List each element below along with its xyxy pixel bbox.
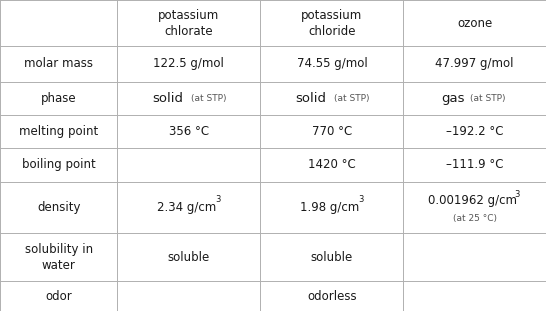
Text: soluble: soluble	[311, 251, 353, 263]
Text: potassium
chlorate: potassium chlorate	[158, 8, 219, 38]
Text: odorless: odorless	[307, 290, 357, 303]
Text: 356 °C: 356 °C	[169, 125, 209, 138]
Text: odor: odor	[45, 290, 72, 303]
Text: 3: 3	[359, 195, 364, 204]
Text: solubility in
water: solubility in water	[25, 243, 93, 272]
Text: soluble: soluble	[168, 251, 210, 263]
Text: –192.2 °C: –192.2 °C	[446, 125, 503, 138]
Text: solid: solid	[152, 92, 183, 105]
Text: phase: phase	[41, 92, 76, 105]
Text: 2.34 g/cm: 2.34 g/cm	[157, 201, 216, 214]
Text: gas: gas	[441, 92, 465, 105]
Text: –111.9 °C: –111.9 °C	[446, 159, 503, 171]
Text: density: density	[37, 201, 80, 214]
Text: potassium
chloride: potassium chloride	[301, 8, 363, 38]
Text: molar mass: molar mass	[24, 58, 93, 70]
Text: 74.55 g/mol: 74.55 g/mol	[296, 58, 367, 70]
Text: 3: 3	[216, 195, 221, 204]
Text: solid: solid	[295, 92, 326, 105]
Text: melting point: melting point	[19, 125, 98, 138]
Text: 0.001962 g/cm: 0.001962 g/cm	[428, 194, 517, 207]
Text: (at STP): (at STP)	[191, 94, 227, 103]
Text: 47.997 g/mol: 47.997 g/mol	[436, 58, 514, 70]
Text: 122.5 g/mol: 122.5 g/mol	[153, 58, 224, 70]
Text: ozone: ozone	[457, 16, 492, 30]
Text: (at STP): (at STP)	[470, 94, 505, 103]
Text: (at 25 °C): (at 25 °C)	[453, 214, 497, 223]
Text: 1420 °C: 1420 °C	[308, 159, 356, 171]
Text: (at STP): (at STP)	[334, 94, 370, 103]
Text: 770 °C: 770 °C	[312, 125, 352, 138]
Text: 3: 3	[514, 190, 520, 199]
Text: boiling point: boiling point	[22, 159, 96, 171]
Text: 1.98 g/cm: 1.98 g/cm	[300, 201, 359, 214]
